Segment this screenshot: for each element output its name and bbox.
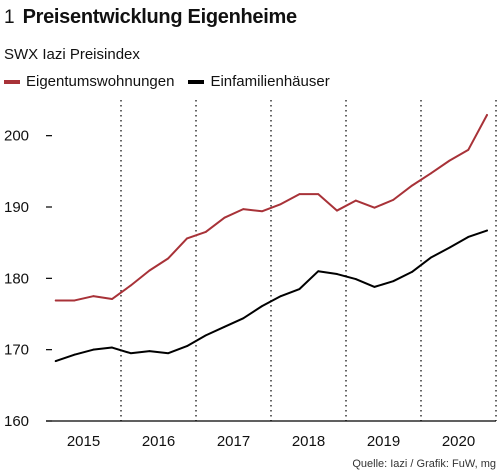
x-tick-label-2019: 2019: [367, 433, 400, 450]
data-point-einfamilienhaeuser-3: [111, 346, 113, 349]
x-tick-label-2017: 2017: [217, 433, 250, 450]
data-point-einfamilienhaeuser-17: [373, 285, 376, 288]
legend-swatch-einfamilienhaeuser: [188, 79, 205, 84]
data-point-eigentumswohnungen-7: [186, 237, 188, 240]
legend-item-einfamilienhaeuser: Einfamilienhäuser: [188, 73, 330, 90]
data-point-eigentumswohnungen-20: [429, 172, 432, 175]
data-point-eigentumswohnungen-13: [298, 193, 301, 196]
series-line-einfamilienhaeuser: [54, 229, 488, 363]
data-point-eigentumswohnungen-4: [129, 284, 132, 287]
data-point-eigentumswohnungen-19: [411, 184, 413, 187]
x-tick-label-2020: 2020: [442, 433, 475, 450]
chart-subtitle: SWX Iazi Preisindex: [4, 46, 140, 63]
data-point-einfamilienhaeuser-10: [242, 317, 245, 320]
data-point-einfamilienhaeuser-21: [448, 246, 451, 249]
data-point-einfamilienhaeuser-20: [429, 256, 432, 259]
data-point-einfamilienhaeuser-0: [54, 360, 57, 362]
legend-label-einfamilienhaeuser: Einfamilienhäuser: [210, 73, 330, 90]
data-point-einfamilienhaeuser-2: [92, 348, 95, 351]
data-point-einfamilienhaeuser-8: [204, 334, 207, 337]
data-point-eigentumswohnungen-21: [448, 159, 451, 162]
y-tick-label-200: 200: [4, 128, 29, 145]
data-point-eigentumswohnungen-11: [261, 210, 263, 213]
data-point-einfamilienhaeuser-19: [411, 271, 413, 273]
data-point-einfamilienhaeuser-11: [261, 305, 263, 308]
legend-swatch-eigentumswohnungen: [4, 79, 20, 84]
data-point-einfamilienhaeuser-14: [317, 270, 320, 273]
data-point-einfamilienhaeuser-6: [167, 352, 170, 355]
data-point-eigentumswohnungen-12: [279, 203, 282, 206]
data-point-einfamilienhaeuser-18: [392, 280, 395, 283]
data-point-eigentumswohnungen-15: [336, 209, 338, 212]
x-tick-label-2018: 2018: [292, 433, 325, 450]
title-row: 1 Preisentwicklung Eigenheime: [4, 6, 297, 34]
data-point-eigentumswohnungen-0: [54, 299, 57, 302]
data-point-einfamilienhaeuser-13: [298, 288, 301, 290]
data-point-eigentumswohnungen-1: [73, 299, 76, 302]
figure-number: 1: [4, 7, 15, 28]
data-point-eigentumswohnungen-2: [92, 295, 95, 298]
data-point-einfamilienhaeuser-5: [148, 350, 151, 352]
x-tick-label-2016: 2016: [142, 433, 175, 450]
data-point-einfamilienhaeuser-9: [223, 325, 226, 328]
y-tick-label-160: 160: [4, 413, 29, 430]
data-point-eigentumswohnungen-16: [354, 199, 357, 202]
data-point-einfamilienhaeuser-7: [186, 345, 188, 347]
y-tick-label-190: 190: [4, 199, 29, 216]
data-point-einfamilienhaeuser-22: [467, 236, 470, 238]
y-tick-label-180: 180: [4, 270, 29, 287]
data-point-eigentumswohnungen-3: [111, 298, 113, 300]
data-point-eigentumswohnungen-8: [204, 231, 207, 233]
data-point-einfamilienhaeuser-15: [336, 273, 338, 275]
series-line-eigentumswohnungen: [54, 113, 488, 302]
data-point-eigentumswohnungen-17: [373, 206, 376, 209]
data-point-eigentumswohnungen-10: [242, 208, 245, 211]
data-point-einfamilienhaeuser-16: [354, 278, 357, 280]
data-point-eigentumswohnungen-6: [167, 257, 170, 260]
legend-item-eigentumswohnungen: Eigentumswohnungen: [4, 73, 174, 90]
legend-label-eigentumswohnungen: Eigentumswohnungen: [26, 73, 175, 90]
legend: Eigentumswohnungen Einfamilienhäuser: [4, 73, 344, 90]
data-point-eigentumswohnungen-22: [467, 149, 470, 151]
data-point-eigentumswohnungen-14: [317, 193, 320, 196]
data-point-einfamilienhaeuser-12: [279, 295, 282, 298]
data-point-eigentumswohnungen-23: [486, 114, 488, 116]
data-point-einfamilienhaeuser-23: [486, 229, 488, 232]
chart-title: Preisentwicklung Eigenheime: [22, 6, 298, 28]
data-point-einfamilienhaeuser-4: [129, 352, 132, 355]
data-point-einfamilienhaeuser-1: [73, 353, 76, 356]
source-note: Quelle: Iazi / Grafik: FuW, mg: [352, 458, 496, 470]
data-point-eigentumswohnungen-5: [148, 269, 151, 272]
x-tick-label-2015: 2015: [67, 433, 100, 450]
y-tick-label-170: 170: [4, 342, 29, 359]
data-point-eigentumswohnungen-18: [392, 198, 395, 201]
data-point-eigentumswohnungen-9: [223, 216, 226, 219]
